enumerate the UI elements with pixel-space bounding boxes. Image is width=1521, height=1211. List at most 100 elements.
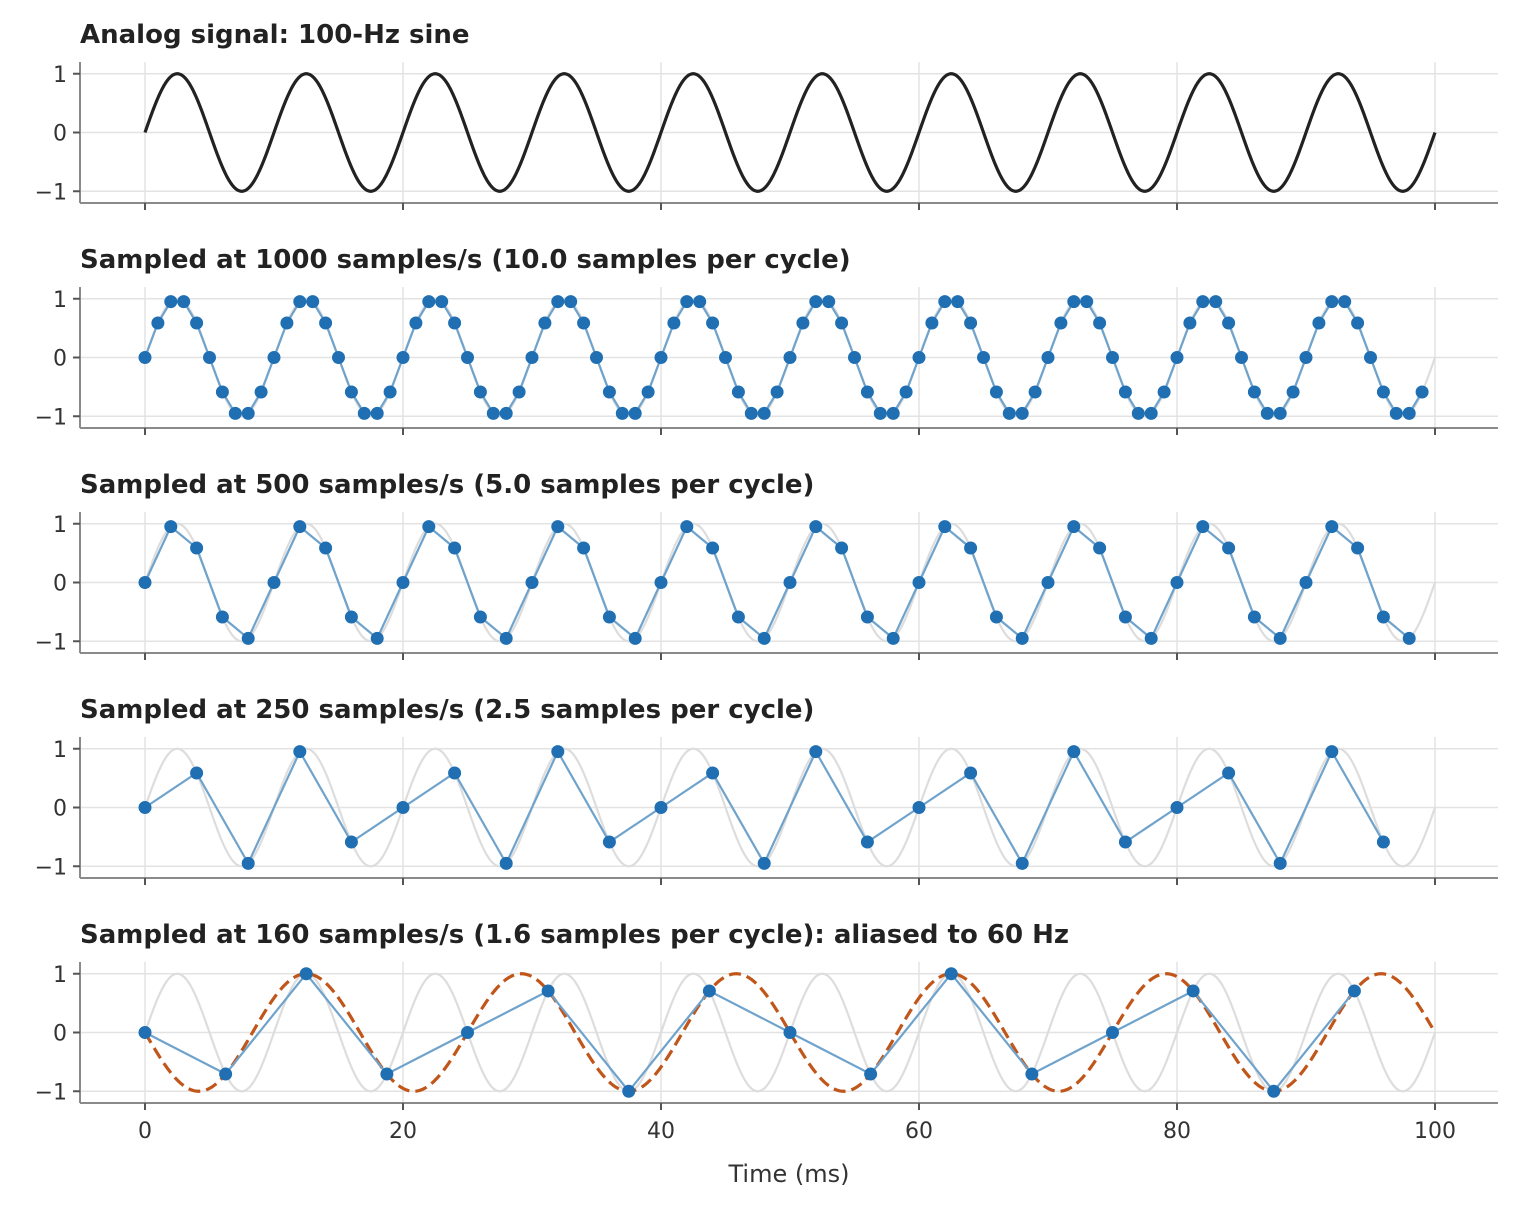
sample-point (602, 610, 616, 624)
sample-point (1222, 541, 1236, 555)
sample-point (396, 576, 410, 589)
y-tick-label: −1 (35, 1080, 67, 1105)
sample-point (409, 316, 423, 330)
sample-point (241, 406, 255, 420)
sample-point (1247, 385, 1261, 399)
sample-point (1267, 1084, 1281, 1098)
sample-point (1170, 351, 1184, 364)
sample-point (551, 520, 565, 534)
sample-point (809, 520, 823, 534)
sample-point (899, 385, 913, 399)
sample-point (590, 351, 603, 364)
sample-point (731, 610, 745, 624)
analog-signal-line (143, 72, 1437, 193)
sample-point (1080, 295, 1094, 309)
sample-point (835, 316, 849, 330)
sample-point (525, 576, 539, 589)
sample-point (228, 406, 242, 420)
sample-point (344, 385, 358, 399)
sample-point (1118, 835, 1132, 849)
sample-point (628, 406, 642, 420)
sample-point (215, 610, 229, 624)
sample-point (299, 967, 313, 981)
sample-point (912, 351, 926, 364)
sample-point (525, 351, 539, 364)
y-tick-label: 0 (53, 1022, 67, 1047)
sample-point (448, 541, 462, 555)
sample-point (332, 351, 345, 364)
sample-point (864, 1067, 878, 1081)
sample-point (319, 541, 333, 555)
panel-1: Analog signal: 100-Hz sine 1 0 −1 (35, 20, 1498, 210)
sample-point (319, 316, 333, 330)
x-tick-label: 40 (647, 1119, 675, 1144)
sample-point (964, 541, 978, 555)
y-tick-label: 0 (53, 572, 67, 597)
y-tick-label: −1 (35, 855, 67, 880)
sample-point (757, 631, 771, 645)
sample-point (1183, 316, 1197, 330)
sample-point (461, 1026, 474, 1039)
sample-point (1131, 406, 1145, 420)
sample-point (989, 385, 1003, 399)
sample-point (757, 406, 771, 420)
sample-point (241, 631, 255, 645)
y-tick-label: 1 (53, 63, 67, 88)
sample-point (380, 1067, 394, 1081)
sample-point (1015, 856, 1029, 870)
y-tick-label: −1 (35, 630, 67, 655)
sample-point (628, 631, 642, 645)
sample-point (693, 295, 707, 309)
sample-point (1118, 610, 1132, 624)
sample-point (499, 631, 513, 645)
sample-point (396, 801, 410, 814)
x-tick-label: 60 (905, 1119, 933, 1144)
panel-5: Sampled at 160 samples/s (1.6 samples pe… (35, 920, 1498, 1188)
sample-point (190, 316, 204, 330)
sample-point (1325, 295, 1339, 309)
y-tick-label: 1 (53, 963, 67, 988)
sample-point (783, 576, 797, 589)
sample-point (1144, 631, 1158, 645)
sample-point (293, 745, 307, 759)
sample-point (138, 801, 152, 814)
sample-point (254, 385, 268, 399)
sample-point (602, 385, 616, 399)
sample-point (1041, 351, 1055, 364)
panel-title: Sampled at 160 samples/s (1.6 samples pe… (80, 920, 1069, 950)
sample-point (138, 1026, 152, 1039)
sample-point (435, 295, 449, 309)
panel-2: Sampled at 1000 samples/s (10.0 samples … (35, 245, 1498, 435)
sample-point (551, 295, 565, 309)
sample-point (1347, 984, 1361, 998)
sample-point (770, 385, 784, 399)
sample-point (564, 295, 578, 309)
sample-point (783, 351, 797, 364)
sample-point (938, 520, 952, 534)
sample-point (1273, 406, 1287, 420)
sample-point (267, 576, 281, 589)
sample-point (912, 576, 926, 589)
sample-point (1247, 610, 1261, 624)
sample-point (448, 316, 462, 330)
sample-point (1093, 316, 1107, 330)
sample-point (370, 631, 384, 645)
sample-point (602, 835, 616, 849)
x-tick-label: 0 (138, 1119, 152, 1144)
sample-point (1376, 385, 1390, 399)
sample-point (1260, 406, 1274, 420)
sample-point (190, 766, 204, 780)
sample-point (1015, 631, 1029, 645)
panel-title: Sampled at 250 samples/s (2.5 samples pe… (80, 695, 814, 725)
sample-point (177, 295, 191, 309)
sample-point (396, 351, 410, 364)
sample-point (151, 316, 165, 330)
sample-point (1364, 351, 1377, 364)
panel-title: Sampled at 1000 samples/s (10.0 samples … (80, 245, 851, 275)
y-tick-label: 1 (53, 513, 67, 538)
sample-point (215, 385, 229, 399)
sample-point (667, 316, 681, 330)
sample-point (1299, 576, 1313, 589)
sample-point (1106, 351, 1119, 364)
sample-point (1093, 541, 1107, 555)
